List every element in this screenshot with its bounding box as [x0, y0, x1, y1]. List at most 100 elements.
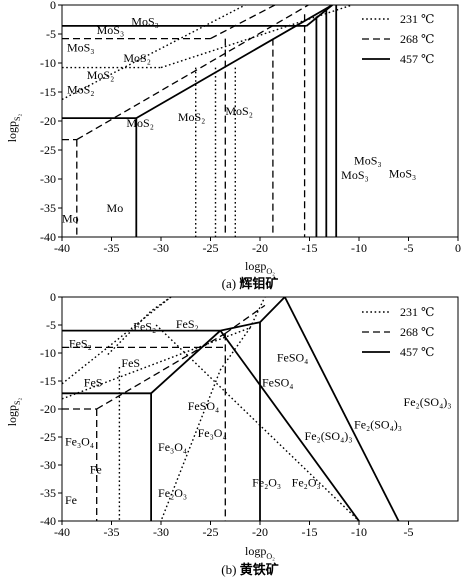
- region-label: MoS₂: [87, 68, 115, 82]
- region-label: FeS: [84, 376, 103, 390]
- region-label: Fe₃O₄: [65, 434, 94, 448]
- region-label: MoS₃: [67, 40, 95, 54]
- region-label: MoS₂: [67, 83, 95, 97]
- region-label: FeS₂: [176, 317, 199, 331]
- region-label: Fe₃O₄: [198, 426, 227, 440]
- x-tick-label: -35: [104, 241, 120, 255]
- series-line-solid: [305, 5, 333, 27]
- x-tick-label: -30: [153, 525, 169, 539]
- panel-b-chart: -40 -35 -30 -25 -20 -15 -10 -5 0 -5 -10 -15 -20 -25 -3…: [5, 290, 459, 578]
- region-label: MoS₂: [178, 110, 206, 124]
- series-line-solid: [283, 297, 400, 521]
- x-tick-label: -40: [54, 241, 70, 255]
- region-label: Fe: [90, 462, 102, 476]
- series-line-dashed: [76, 5, 309, 141]
- panel-caption: (a) 辉钼矿: [222, 276, 279, 292]
- series-line-solid: [150, 329, 222, 394]
- series-line-solid: [219, 330, 360, 521]
- y-tick-label: -30: [40, 172, 56, 186]
- y-tick-label: -20: [40, 114, 56, 128]
- y-tick-label: -35: [40, 486, 56, 500]
- y-tick-label: -25: [40, 143, 56, 157]
- series-line-solid: [135, 5, 333, 119]
- y-tick-label: -5: [46, 27, 56, 41]
- x-tick-label: -40: [54, 525, 70, 539]
- series-line-dashed: [210, 5, 276, 40]
- x-axis-label: logpO₂: [245, 259, 275, 276]
- x-tick-label: -5: [404, 525, 414, 539]
- region-label: Fe₂(SO₄)₃: [305, 429, 353, 443]
- x-tick-label: -10: [351, 241, 367, 255]
- y-tick-label: -15: [40, 85, 56, 99]
- series-line-dashed: [224, 304, 266, 334]
- y-tick-label: -25: [40, 430, 56, 444]
- legend: 231 ℃ 268 ℃ 457 ℃: [358, 9, 457, 71]
- region-label: MoS₃: [97, 23, 125, 37]
- y-tick-label: -15: [40, 374, 56, 388]
- region-label: MoS₃: [341, 168, 369, 182]
- y-tick-label: -40: [40, 514, 56, 528]
- x-tick-label: -30: [153, 241, 169, 255]
- x-tick-label: -10: [351, 525, 367, 539]
- region-label: FeS₂: [69, 336, 92, 350]
- legend-label: 231 ℃: [400, 12, 434, 26]
- y-tick-label: -5: [46, 318, 56, 332]
- y-axis-label: logpS₂: [5, 114, 22, 143]
- region-label: Fe₂O₃: [252, 475, 281, 489]
- region-label: FeS: [121, 356, 140, 370]
- legend: 231 ℃ 268 ℃ 457 ℃: [358, 302, 457, 364]
- series-lines: [62, 297, 400, 521]
- region-label: Fe: [65, 493, 77, 507]
- region-label: Fe₂(SO₄)₃: [404, 395, 452, 409]
- y-tick-label: 0: [50, 0, 56, 12]
- region-label: Fe₃O₄: [158, 440, 187, 454]
- x-tick-label: -15: [302, 241, 318, 255]
- y-tick-label: -10: [40, 56, 56, 70]
- y-tick-label: -20: [40, 402, 56, 416]
- x-tick-label: -15: [302, 525, 318, 539]
- legend-label: 457 ℃: [400, 345, 434, 359]
- y-tick-label: 0: [50, 290, 56, 304]
- legend-label: 231 ℃: [400, 305, 434, 319]
- region-label: MoS₃: [389, 166, 417, 180]
- legend-label: 268 ℃: [400, 325, 434, 339]
- x-tick-label: 0: [455, 241, 461, 255]
- region-label: Fe₂O₃: [158, 486, 187, 500]
- region-label: MoS₃: [131, 14, 159, 28]
- region-label: FeSO₄: [262, 376, 294, 390]
- region-label: FeSO₄: [277, 350, 309, 364]
- series-line-solid: [259, 297, 286, 323]
- region-label: Mo: [107, 201, 124, 215]
- series-line-dotted: [62, 5, 246, 101]
- region-label: Fe₂(SO₄)₃: [354, 418, 402, 432]
- legend-label: 268 ℃: [400, 32, 434, 46]
- y-tick-label: -10: [40, 346, 56, 360]
- region-label: FeSO₄: [188, 399, 220, 413]
- region-label: MoS₂: [126, 116, 154, 130]
- y-tick-label: -40: [40, 230, 56, 244]
- y-tick-label: -30: [40, 458, 56, 472]
- x-tick-label: -35: [104, 525, 120, 539]
- x-tick-label: -20: [252, 525, 268, 539]
- region-label: Mo: [62, 212, 79, 226]
- x-axis-label: logpO₂: [245, 544, 275, 561]
- region-label: MoS₂: [123, 51, 151, 65]
- region-label: MoS₂: [225, 104, 253, 118]
- panel-caption: (b) 黄铁矿: [221, 562, 278, 578]
- series-lines: [62, 5, 353, 237]
- x-tick-label: -20: [252, 241, 268, 255]
- x-tick-label: -5: [404, 241, 414, 255]
- y-tick-label: -35: [40, 201, 56, 215]
- y-axis-label: logpS₂: [5, 398, 22, 427]
- region-label: MoS₃: [354, 154, 382, 168]
- series-line-dotted: [160, 5, 353, 69]
- series-line-solid: [220, 321, 261, 332]
- region-label: Fe₂O₃: [292, 475, 321, 489]
- series-line-dotted: [249, 297, 266, 329]
- region-label: FeS₂: [133, 320, 156, 334]
- x-tick-label: -25: [203, 525, 219, 539]
- series-line-dotted: [160, 327, 251, 521]
- panel-a-chart: -40 -35 -30 -25 -20 -15 -10 -5 0 0 -5 -10 -15 -20 -25 -…: [5, 0, 461, 292]
- x-tick-label: -25: [203, 241, 219, 255]
